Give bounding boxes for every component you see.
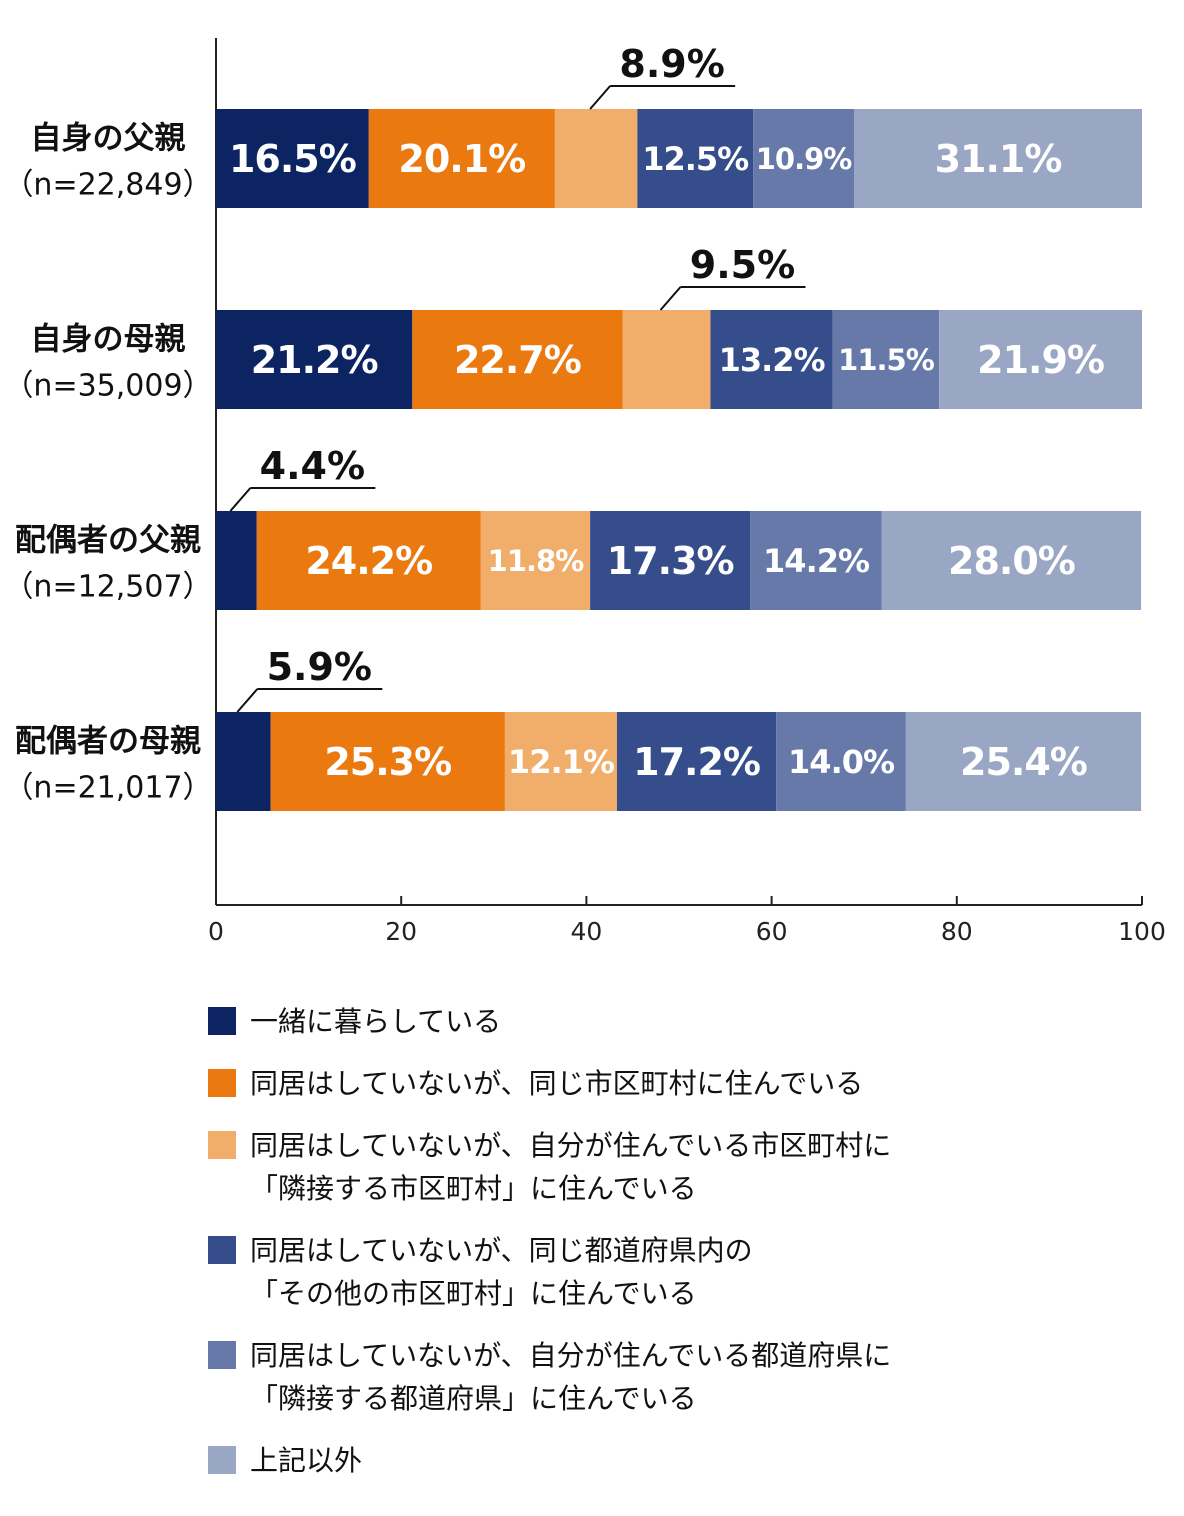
legend-label-4: 同居はしていないが、自分が住んでいる都道府県に 「隣接する都道府県」に住んでいる [250, 1339, 892, 1415]
data-label-0-0: 16.5% [229, 137, 356, 181]
data-label-3-4: 14.0% [788, 743, 895, 781]
data-label-2-5: 28.0% [948, 539, 1075, 583]
legend-item-5: 上記以外 [208, 1439, 1168, 1482]
bar-segment-0-5 [854, 109, 1142, 208]
callout-leader-0-2 [589, 85, 611, 110]
data-label-2-1: 24.2% [305, 539, 432, 583]
category-label-2: 配偶者の父親 [15, 523, 201, 559]
category-n-0: （n=22,849） [3, 168, 212, 203]
bar-segment-0-1 [368, 109, 555, 208]
legend-label-3: 同居はしていないが、同じ都道府県内の 「その他の市区町村」に住んでいる [250, 1234, 753, 1310]
callout-leader-2-0 [229, 487, 252, 512]
data-label-2-3: 17.3% [607, 539, 734, 583]
category-label-1: 自身の母親 [31, 322, 186, 358]
x-tick-label-40: 40 [570, 917, 602, 946]
legend-swatch-5 [208, 1446, 236, 1474]
category-n-3: （n=21,017） [3, 771, 212, 806]
bar-segment-1-3 [710, 310, 833, 409]
bar-segment-3-5 [905, 712, 1142, 811]
bar-segment-2-5 [881, 511, 1142, 610]
data-label-1-0: 21.2% [251, 338, 378, 382]
legend-swatch-4 [208, 1341, 236, 1369]
bar-segment-3-3 [616, 712, 777, 811]
data-label-3-1: 25.3% [324, 740, 451, 784]
bar-segment-2-2 [480, 511, 591, 610]
category-n-2: （n=12,507） [3, 570, 212, 605]
bar-segment-2-4 [750, 511, 882, 610]
legend-item-0: 一緒に暮らしている [208, 1000, 1168, 1043]
data-label-0-4: 10.9% [756, 142, 853, 176]
data-label-1-4: 11.5% [838, 343, 935, 377]
category-label-0: 自身の父親 [31, 121, 186, 157]
x-tick-label-0: 0 [208, 917, 224, 946]
data-label-0-2: 8.9% [619, 42, 724, 86]
bar-segment-2-1 [256, 511, 481, 610]
legend-item-3: 同居はしていないが、同じ都道府県内の 「その他の市区町村」に住んでいる [208, 1229, 1168, 1315]
bar-segment-3-1 [270, 712, 505, 811]
bar-segment-1-4 [832, 310, 940, 409]
legend-label-1: 同居はしていないが、同じ市区町村に住んでいる [250, 1067, 864, 1100]
legend-label-2: 同居はしていないが、自分が住んでいる市区町村に 「隣接する市区町村」に住んでいる [250, 1129, 892, 1205]
x-tick-label-100: 100 [1118, 917, 1166, 946]
data-label-2-0: 4.4% [260, 444, 365, 488]
legend-label-0: 一緒に暮らしている [250, 1005, 502, 1038]
legend-label-5: 上記以外 [250, 1444, 363, 1477]
data-label-2-4: 14.2% [763, 542, 870, 580]
bar-segment-1-2 [622, 310, 711, 409]
data-label-3-0: 5.9% [267, 645, 372, 689]
legend-item-1: 同居はしていないが、同じ市区町村に住んでいる [208, 1062, 1168, 1105]
bar-segment-3-0 [216, 712, 271, 811]
x-tick-label-80: 80 [941, 917, 973, 946]
category-label-3: 配偶者の母親 [15, 724, 201, 760]
legend-item-2: 同居はしていないが、自分が住んでいる市区町村に 「隣接する市区町村」に住んでいる [208, 1124, 1168, 1210]
legend-swatch-1 [208, 1069, 236, 1097]
bar-segment-1-5 [939, 310, 1142, 409]
legend-item-4: 同居はしていないが、自分が住んでいる都道府県に 「隣接する都道府県」に住んでいる [208, 1334, 1168, 1420]
bar-segment-0-2 [554, 109, 638, 208]
data-label-3-5: 25.4% [960, 740, 1087, 784]
legend-swatch-0 [208, 1007, 236, 1035]
data-label-1-1: 22.7% [454, 338, 581, 382]
data-label-2-2: 11.8% [488, 544, 585, 578]
bar-segment-2-0 [216, 511, 257, 610]
bar-segment-0-3 [637, 109, 754, 208]
data-label-3-2: 12.1% [508, 743, 615, 781]
data-label-1-2: 9.5% [690, 243, 795, 287]
bar-segment-0-0 [216, 109, 369, 208]
category-n-1: （n=35,009） [3, 369, 212, 404]
data-label-0-3: 12.5% [642, 140, 749, 178]
data-label-0-5: 31.1% [935, 137, 1062, 181]
legend-swatch-2 [208, 1131, 236, 1159]
data-label-1-5: 21.9% [977, 338, 1104, 382]
bar-segment-2-3 [590, 511, 751, 610]
data-label-0-1: 20.1% [398, 137, 525, 181]
bar-segment-3-2 [504, 712, 617, 811]
data-label-1-3: 13.2% [719, 341, 826, 379]
bar-segment-1-0 [216, 310, 413, 409]
x-tick-label-60: 60 [756, 917, 788, 946]
legend-swatch-3 [208, 1236, 236, 1264]
callout-leader-3-0 [236, 688, 259, 713]
bar-segment-1-1 [412, 310, 623, 409]
data-label-3-3: 17.2% [633, 740, 760, 784]
x-tick-label-20: 20 [385, 917, 417, 946]
bar-segment-3-4 [776, 712, 906, 811]
callout-leader-1-2 [659, 286, 682, 311]
bar-segment-0-4 [753, 109, 855, 208]
legend: 一緒に暮らしている同居はしていないが、同じ市区町村に住んでいる同居はしていないが… [208, 1000, 1168, 1501]
stacked-bar-chart: 0 20 40 60 80 100 自身の父親 （n=22,849） 16.5% 20.1% 8.9… [3, 38, 1166, 946]
